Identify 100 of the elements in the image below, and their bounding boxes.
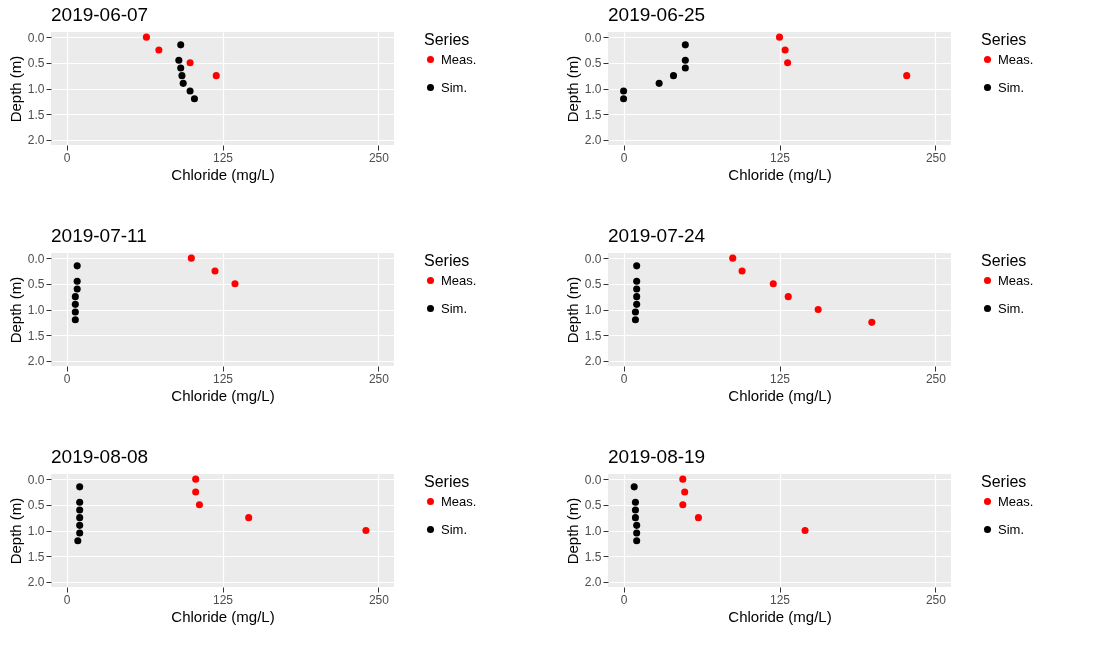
y-tick-label: 2.0 (27, 575, 45, 590)
point (192, 488, 200, 496)
point (178, 72, 186, 80)
y-tick-label: 0.5 (584, 56, 602, 71)
x-tick-label: 250 (925, 150, 947, 165)
point (76, 483, 84, 491)
x-tick-label: 0 (620, 371, 628, 386)
point (784, 59, 792, 67)
y-axis-title: Depth (m) (6, 497, 24, 565)
point (74, 537, 82, 545)
point (175, 56, 183, 64)
point (187, 254, 195, 262)
point (71, 316, 79, 324)
point (633, 285, 641, 293)
point (195, 501, 203, 509)
point (633, 300, 641, 308)
y-tick-label: 1.0 (27, 82, 45, 96)
legend-label: Sim. (441, 79, 467, 95)
point (73, 262, 81, 270)
legend-label: Sim. (441, 300, 467, 316)
point (729, 254, 737, 262)
chart-title: 2019-07-24 (608, 225, 706, 247)
x-axis-title: Chloride (mg/L) (728, 165, 832, 183)
x-tick-label: 125 (769, 592, 791, 607)
x-tick-label: 250 (925, 592, 947, 607)
point (177, 41, 185, 49)
point (76, 529, 84, 537)
point (76, 506, 84, 514)
y-tick-label: 1.5 (584, 107, 602, 122)
point (631, 498, 639, 506)
x-tick-label: 250 (368, 150, 390, 165)
legend-label: Meas. (998, 51, 1034, 67)
x-tick-label: 250 (368, 592, 390, 607)
point (679, 501, 687, 509)
point (362, 526, 370, 535)
point (738, 267, 746, 275)
point (142, 33, 150, 41)
point (633, 262, 641, 270)
y-tick-label: 1.5 (27, 107, 45, 122)
legend-label: Sim. (441, 521, 467, 537)
point (633, 537, 641, 545)
point (186, 87, 194, 95)
y-tick-label: 0.0 (27, 251, 45, 266)
point (631, 506, 639, 514)
legend-label: Sim. (998, 300, 1024, 316)
y-tick-label: 1.5 (584, 549, 602, 564)
x-tick-label: 125 (212, 592, 234, 607)
y-tick-label: 2.0 (27, 133, 45, 148)
y-tick-label: 0.5 (584, 277, 602, 292)
chart-title: 2019-06-25 (608, 4, 706, 26)
y-tick-label: 1.5 (27, 549, 45, 564)
y-tick-label: 1.5 (584, 328, 602, 343)
point (633, 529, 641, 537)
x-tick-label: 125 (212, 371, 234, 386)
x-tick-label: 250 (925, 371, 947, 386)
chart-title: 2019-06-07 (51, 4, 149, 26)
x-tick-label: 125 (769, 150, 791, 165)
x-tick-label: 0 (620, 592, 628, 607)
point (190, 95, 198, 103)
x-axis-title: Chloride (mg/L) (728, 386, 832, 404)
point (814, 305, 822, 314)
point (633, 293, 641, 301)
x-axis-title: Chloride (mg/L) (171, 165, 275, 183)
y-axis-title: Depth (m) (563, 276, 581, 344)
y-tick-label: 2.0 (584, 354, 602, 369)
point (620, 87, 628, 95)
point (71, 300, 79, 308)
point (73, 285, 81, 293)
point (231, 280, 239, 288)
y-tick-label: 0.5 (584, 498, 602, 513)
x-tick-label: 0 (63, 592, 71, 607)
point (192, 475, 200, 483)
point (211, 267, 219, 275)
point (681, 56, 689, 64)
point (179, 79, 187, 87)
legend-label: Meas. (998, 493, 1034, 509)
y-tick-label: 1.0 (584, 82, 602, 96)
x-tick-label: 125 (769, 371, 791, 386)
y-tick-label: 1.0 (27, 303, 45, 317)
y-tick-label: 0.0 (584, 472, 602, 487)
y-tick-label: 1.5 (27, 328, 45, 343)
legend-title: Series (981, 473, 1027, 490)
legend-label: Meas. (998, 272, 1034, 288)
x-tick-label: 125 (212, 150, 234, 165)
point (801, 526, 809, 535)
x-axis-title: Chloride (mg/L) (171, 386, 275, 404)
point (71, 293, 79, 301)
y-tick-label: 1.0 (27, 524, 45, 538)
legend-title: Series (981, 252, 1027, 269)
chart-title: 2019-07-11 (51, 225, 147, 247)
point (655, 79, 663, 87)
point (681, 488, 689, 496)
point (73, 277, 81, 285)
point (71, 308, 79, 316)
point (212, 72, 220, 80)
point (781, 46, 789, 54)
x-tick-label: 250 (368, 371, 390, 386)
y-tick-label: 0.0 (584, 251, 602, 266)
point (630, 483, 638, 491)
y-axis-title: Depth (m) (6, 276, 24, 344)
